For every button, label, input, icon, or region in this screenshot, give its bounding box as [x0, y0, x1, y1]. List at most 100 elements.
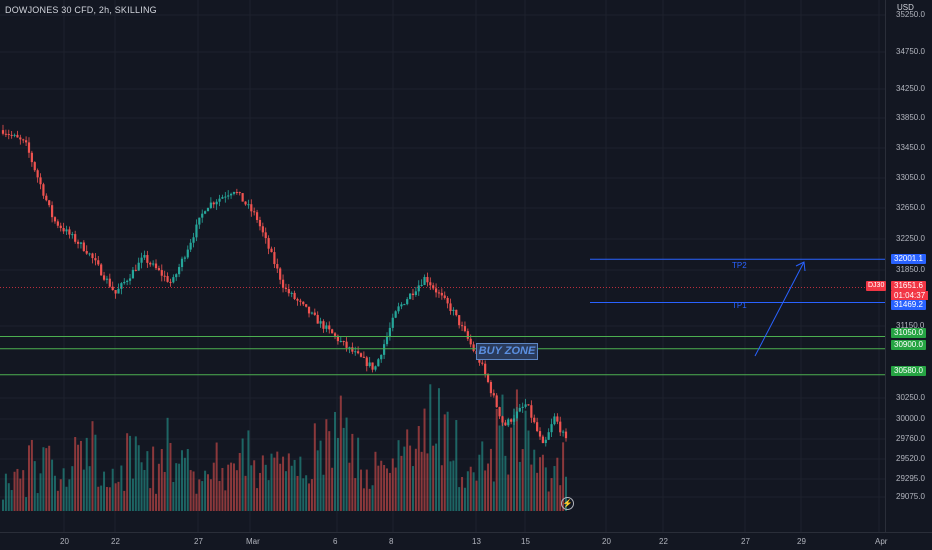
candle-body	[42, 184, 45, 196]
volume-bar	[10, 490, 13, 511]
volume-bar	[230, 462, 233, 511]
tp2-label[interactable]: TP2	[732, 261, 747, 270]
symbol-badge: DJ30	[866, 281, 887, 291]
candle-body	[362, 356, 365, 358]
volume-bar	[140, 462, 143, 511]
candle-body	[481, 362, 484, 364]
volume-bar	[88, 466, 91, 511]
volume-bar	[68, 479, 71, 511]
currency-label: USD	[897, 3, 914, 12]
candle-body	[391, 317, 394, 328]
volume-bar	[27, 445, 30, 511]
volume-bar	[129, 435, 132, 511]
volume-bar	[539, 457, 542, 511]
candle-body	[137, 262, 140, 271]
candle-body	[36, 170, 39, 178]
volume-bar	[152, 446, 155, 511]
volume-bar	[7, 483, 10, 511]
volume-bar	[215, 442, 218, 511]
candle-body	[515, 411, 519, 419]
date-tick-label: 20	[602, 537, 611, 546]
volume-bar	[30, 439, 33, 511]
price-tick-label: 30250.0	[896, 393, 925, 402]
volume-bar	[400, 455, 403, 511]
chart-title[interactable]: DOWJONES 30 CFD, 2h, SKILLING	[5, 5, 157, 15]
volume-bar	[178, 463, 181, 511]
volume-bar	[117, 481, 120, 511]
volume-bar	[250, 465, 253, 511]
volume-bar	[492, 481, 495, 511]
volume-bar	[513, 408, 516, 511]
volume-bar	[71, 466, 74, 511]
candle-body	[336, 335, 340, 342]
price-axis-separator	[885, 0, 886, 532]
volume-bar	[305, 475, 308, 511]
candle-body	[65, 229, 68, 232]
date-tick-label: 20	[60, 537, 69, 546]
candle-body	[530, 405, 533, 418]
candle-body	[186, 249, 189, 258]
candle-body	[100, 264, 103, 276]
volume-bar	[172, 481, 175, 511]
volume-bar	[85, 437, 88, 511]
volume-bar	[316, 450, 319, 511]
candle-body	[247, 204, 250, 206]
volume-bar	[189, 470, 192, 511]
price-tick-label: 29075.0	[896, 492, 925, 501]
volume-bar	[406, 429, 409, 511]
candle-body	[460, 325, 464, 327]
volume-bar	[559, 485, 562, 511]
candle-body	[524, 404, 527, 407]
volume-bar	[65, 486, 68, 511]
volume-bar	[388, 472, 391, 511]
candle-body	[117, 288, 120, 294]
volume-bar	[458, 487, 461, 511]
volume-bar	[114, 483, 117, 511]
volume-bar	[495, 408, 498, 511]
candle-body	[345, 341, 348, 348]
volume-bar	[273, 457, 276, 511]
candle-body	[408, 293, 412, 300]
volume-bar	[77, 444, 80, 511]
candle-body	[7, 133, 10, 135]
volume-bar	[94, 434, 97, 511]
candle-body	[178, 267, 181, 275]
price-tick-label: 29520.0	[896, 454, 925, 463]
candle-body	[512, 418, 516, 422]
volume-bar	[362, 488, 365, 511]
candle-body	[140, 257, 143, 263]
volume-bar	[279, 463, 282, 511]
date-tick-label: 22	[111, 537, 120, 546]
candle-body	[423, 276, 426, 285]
volume-bar	[103, 471, 106, 511]
buy-zone-label[interactable]: BUY ZONE	[476, 343, 538, 360]
candle-body	[229, 193, 233, 196]
volume-bar	[374, 451, 377, 511]
date-tick-label: 22	[659, 537, 668, 546]
volume-bar	[423, 408, 426, 511]
volume-bar	[507, 474, 510, 511]
candle-body	[458, 315, 461, 326]
candle-body	[163, 275, 166, 277]
candle-body	[354, 351, 357, 353]
candle-body	[13, 134, 16, 136]
volume-bar	[411, 466, 414, 511]
lightning-icon[interactable]: ⚡	[561, 497, 574, 510]
candle-body	[255, 212, 259, 221]
candle-body	[33, 162, 36, 171]
candle-body	[76, 241, 80, 244]
volume-bar	[181, 450, 184, 511]
tp1-label[interactable]: TP1	[732, 301, 747, 310]
volume-bar	[209, 479, 212, 511]
candle-body	[19, 137, 22, 140]
volume-bar	[33, 461, 36, 511]
candle-body	[544, 439, 547, 444]
volume-bar	[463, 487, 466, 511]
volume-bar	[515, 389, 518, 511]
candle-body	[486, 373, 490, 383]
volume-bar	[22, 470, 25, 511]
candle-body	[385, 336, 389, 345]
candle-body	[94, 258, 97, 261]
candle-body	[4, 133, 7, 135]
